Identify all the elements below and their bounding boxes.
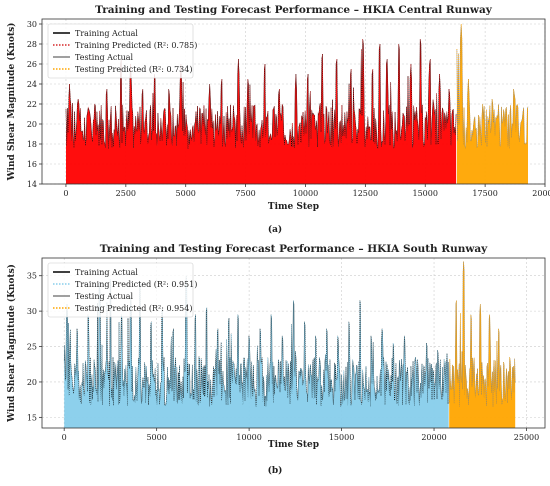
y-tick-label: 35 <box>27 272 37 281</box>
y-tick-label: 22 <box>27 100 37 109</box>
testing-predicted-line <box>456 23 529 149</box>
testing-predicted-fill <box>456 24 528 184</box>
y-tick-label: 30 <box>27 307 37 316</box>
legend-box <box>47 23 194 79</box>
y-tick-label: 24 <box>27 80 37 89</box>
y-tick-label: 25 <box>27 343 37 352</box>
testing-predicted-line <box>448 261 516 407</box>
legend-label: Testing Predicted (R²: 0.954) <box>75 304 192 313</box>
legend-label: Training Actual <box>75 29 138 38</box>
y-axis-label: Wind Shear Magnitude (Knots) <box>6 264 17 423</box>
plot-frame <box>41 257 546 429</box>
testing-predicted-fill <box>449 261 516 428</box>
training-predicted-fill <box>66 39 457 184</box>
x-tick-label: 0 <box>63 189 68 198</box>
chart-title: Training and Testing Forecast Performanc… <box>95 4 493 16</box>
panel-caption: (a) <box>268 224 282 235</box>
plot-frame <box>41 18 546 185</box>
x-tick-label: 25000 <box>514 433 539 442</box>
y-tick-label: 20 <box>27 120 37 129</box>
y-tick-label: 20 <box>27 378 37 387</box>
legend-label: Training Predicted (R²: 0.785) <box>75 41 197 50</box>
x-axis-label: Time Step <box>268 440 319 450</box>
legend-label: Training Actual <box>75 268 138 277</box>
x-tick-label: 15000 <box>413 189 438 198</box>
panel-caption: (b) <box>268 465 283 476</box>
y-tick-label: 30 <box>27 20 37 29</box>
x-tick-label: 7500 <box>235 189 255 198</box>
x-tick-label: 2500 <box>116 189 136 198</box>
x-tick-label: 20000 <box>421 433 446 442</box>
x-tick-label: 20000 <box>532 189 550 198</box>
y-tick-label: 28 <box>27 40 37 49</box>
training-predicted-fill <box>64 275 449 428</box>
panel-a: Training and Testing Forecast Performanc… <box>6 4 550 235</box>
y-tick-label: 14 <box>27 180 37 189</box>
legend-label: Training Predicted (R²: 0.951) <box>75 280 197 289</box>
y-tick-label: 26 <box>27 60 37 69</box>
training-predicted-line <box>63 275 449 407</box>
legend-label: Testing Actual <box>75 53 134 62</box>
x-tick-label: 15000 <box>329 433 354 442</box>
legend-box <box>47 262 194 318</box>
x-tick-label: 10000 <box>236 433 261 442</box>
panel-b: Training and Testing Forecast Performanc… <box>6 243 546 476</box>
x-tick-label: 10000 <box>293 189 318 198</box>
y-axis-label: Wind Shear Magnitude (Knots) <box>6 23 17 182</box>
x-axis-label: Time Step <box>268 202 319 212</box>
legend-label: Testing Actual <box>75 292 134 301</box>
y-tick-label: 16 <box>27 160 37 169</box>
x-tick-label: 5000 <box>176 189 196 198</box>
x-tick-label: 17500 <box>472 189 497 198</box>
x-tick-label: 0 <box>62 433 67 442</box>
x-tick-label: 5000 <box>146 433 166 442</box>
y-tick-label: 15 <box>27 413 37 422</box>
chart-title: Training and Testing Forecast Performanc… <box>100 243 488 255</box>
y-tick-label: 18 <box>27 140 37 149</box>
legend-label: Testing Predicted (R²: 0.734) <box>75 65 192 74</box>
x-tick-label: 12500 <box>353 189 378 198</box>
